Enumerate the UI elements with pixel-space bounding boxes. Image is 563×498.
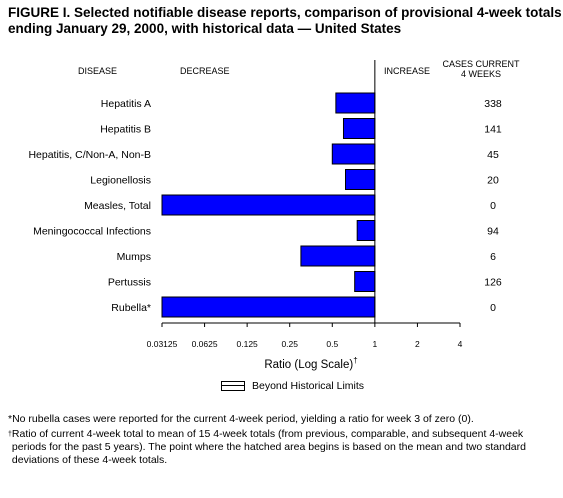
case-value-0: 338: [484, 98, 502, 110]
x-tick-label-7: 4: [458, 339, 463, 349]
case-value-8: 0: [490, 302, 496, 314]
x-tick-label-2: 0.125: [237, 339, 259, 349]
decrease-header: DECREASE: [180, 66, 230, 76]
category-label-6: Mumps: [117, 251, 151, 263]
footnote-2-text: Ratio of current 4-week total to mean of…: [11, 428, 526, 466]
x-tick-label-5: 1: [372, 339, 377, 349]
footnote-1-text: No rubella cases were reported for the c…: [12, 413, 474, 425]
increase-header: INCREASE: [384, 66, 431, 76]
footnote-1: * No rubella cases were reported for the…: [8, 413, 556, 426]
x-axis-label-mark: †: [353, 356, 357, 365]
category-label-8: Rubella*: [111, 302, 151, 314]
x-tick-label-3: 0.25: [281, 339, 298, 349]
bar-5: [356, 220, 376, 241]
bar-1: [342, 118, 376, 139]
category-label-5: Meningococcal Infections: [33, 226, 151, 238]
footnote-2-mark: †: [8, 431, 12, 438]
chart-title: FIGURE I. Selected notifiable disease re…: [8, 5, 562, 37]
bar-2: [331, 143, 376, 165]
case-value-6: 6: [490, 251, 496, 263]
case-value-3: 20: [487, 175, 499, 187]
bar-3: [344, 169, 376, 190]
x-axis-label: Ratio (Log Scale)†: [264, 356, 357, 371]
disease-column-header: DISEASE: [78, 66, 118, 76]
case-value-5: 94: [487, 226, 499, 238]
chart-title-line1: FIGURE I. Selected notifiable disease re…: [8, 5, 562, 20]
category-label-1: Hepatitis B: [100, 124, 151, 136]
cases-header-line2: 4 WEEKS: [460, 69, 501, 79]
category-label-0: Hepatitis A: [101, 98, 151, 110]
case-value-1: 141: [484, 124, 502, 136]
bar-chart: Hepatitis A Hepatitis B Hepatitis, C/Non-A…: [28, 60, 502, 371]
x-axis: 0.03125 0.0625 0.125 0.25 0.5 1 2 4: [147, 60, 463, 349]
case-value-2: 45: [487, 149, 499, 161]
case-value-7: 126: [484, 277, 502, 289]
category-label-4: Measles, Total: [84, 200, 151, 212]
bar-7: [354, 271, 376, 292]
case-values: 338 141 45 20 0 94 6 126 0: [484, 98, 502, 314]
bar-0: [335, 92, 376, 114]
x-tick-label-6: 2: [415, 339, 420, 349]
footnotes: * No rubella cases were reported for the…: [8, 413, 556, 469]
case-value-4: 0: [490, 200, 496, 212]
cases-column-header: CASES CURRENT 4 WEEKS: [436, 59, 526, 79]
x-tick-label-4: 0.5: [326, 339, 338, 349]
category-label-2: Hepatitis, C/Non-A, Non-B: [28, 149, 151, 161]
legend-swatch-icon: [221, 381, 245, 391]
x-tick-label-1: 0.0625: [192, 339, 218, 349]
legend: Beyond Historical Limits: [221, 380, 364, 392]
category-labels: Hepatitis A Hepatitis B Hepatitis, C/Non-A…: [28, 98, 151, 314]
bar-8: [161, 296, 376, 318]
bar-4: [161, 194, 376, 216]
legend-label: Beyond Historical Limits: [252, 380, 365, 392]
bars-group: [161, 92, 376, 318]
footnote-1-mark: *: [8, 413, 13, 425]
chart-title-line2: ending January 29, 2000, with historical…: [8, 21, 402, 36]
category-label-3: Legionellosis: [90, 175, 151, 187]
bar-6: [300, 245, 376, 267]
x-tick-label-0: 0.03125: [147, 339, 178, 349]
cases-header-line1: CASES CURRENT: [442, 59, 520, 69]
category-label-7: Pertussis: [108, 277, 151, 289]
footnote-2: † Ratio of current 4-week total to mean …: [8, 428, 556, 467]
